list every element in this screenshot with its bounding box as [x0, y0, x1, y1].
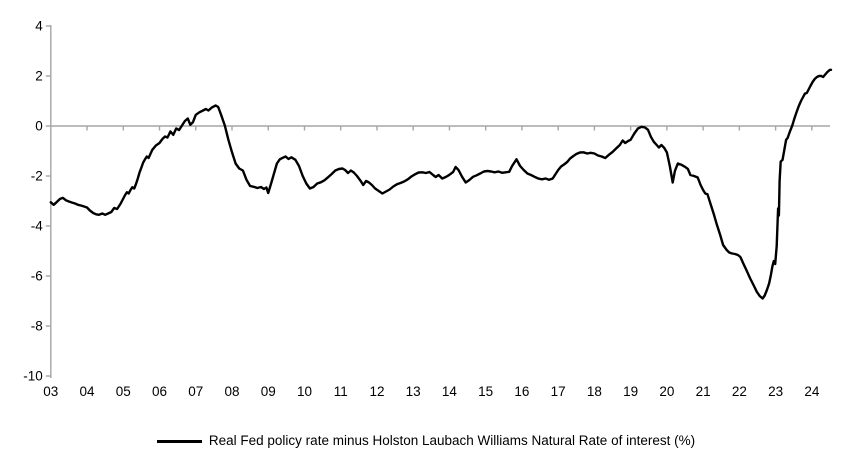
- x-axis-tick-label: 08: [224, 384, 239, 399]
- x-axis-tick-label: 04: [80, 384, 96, 399]
- x-axis-tick-label: 16: [514, 384, 529, 399]
- x-axis-tick-label: 09: [261, 384, 276, 399]
- y-axis-tick-label: -8: [31, 319, 43, 334]
- y-axis-tick-label: 4: [35, 19, 43, 34]
- x-axis-tick-label: 10: [297, 384, 312, 399]
- x-axis-tick-label: 12: [369, 384, 384, 399]
- x-axis-tick-label: 05: [116, 384, 131, 399]
- legend: Real Fed policy rate minus Holston Lauba…: [0, 433, 852, 449]
- x-axis-tick-label: 15: [478, 384, 493, 399]
- x-axis-tick-label: 19: [623, 384, 638, 399]
- data-series-line: [49, 68, 833, 300]
- y-axis-tick-label: -10: [23, 369, 43, 384]
- y-axis-tick-label: 0: [35, 119, 43, 134]
- x-axis-tick-label: 13: [406, 384, 421, 399]
- x-axis-tick-label: 23: [768, 384, 783, 399]
- y-axis-tick-label: -6: [31, 269, 43, 284]
- x-axis-tick-label: 24: [804, 384, 820, 399]
- legend-line-sample: [156, 439, 202, 443]
- x-axis-tick-label: 18: [587, 384, 602, 399]
- y-axis-tick-label: 2: [35, 69, 43, 84]
- y-axis-tick-label: -4: [31, 219, 43, 234]
- legend-label: Real Fed policy rate minus Holston Lauba…: [208, 433, 696, 448]
- y-axis-tick-label: -2: [31, 169, 43, 184]
- x-axis-tick-label: 07: [188, 384, 203, 399]
- x-axis-tick-label: 17: [551, 384, 566, 399]
- x-axis-tick-label: 22: [732, 384, 747, 399]
- x-axis-tick-label: 21: [696, 384, 711, 399]
- x-axis-tick-label: 06: [152, 384, 167, 399]
- x-axis-tick-label: 11: [334, 384, 348, 399]
- x-axis-tick-label: 14: [442, 384, 458, 399]
- x-axis-tick-label: 03: [43, 384, 58, 399]
- x-axis-tick-label: 20: [659, 384, 674, 399]
